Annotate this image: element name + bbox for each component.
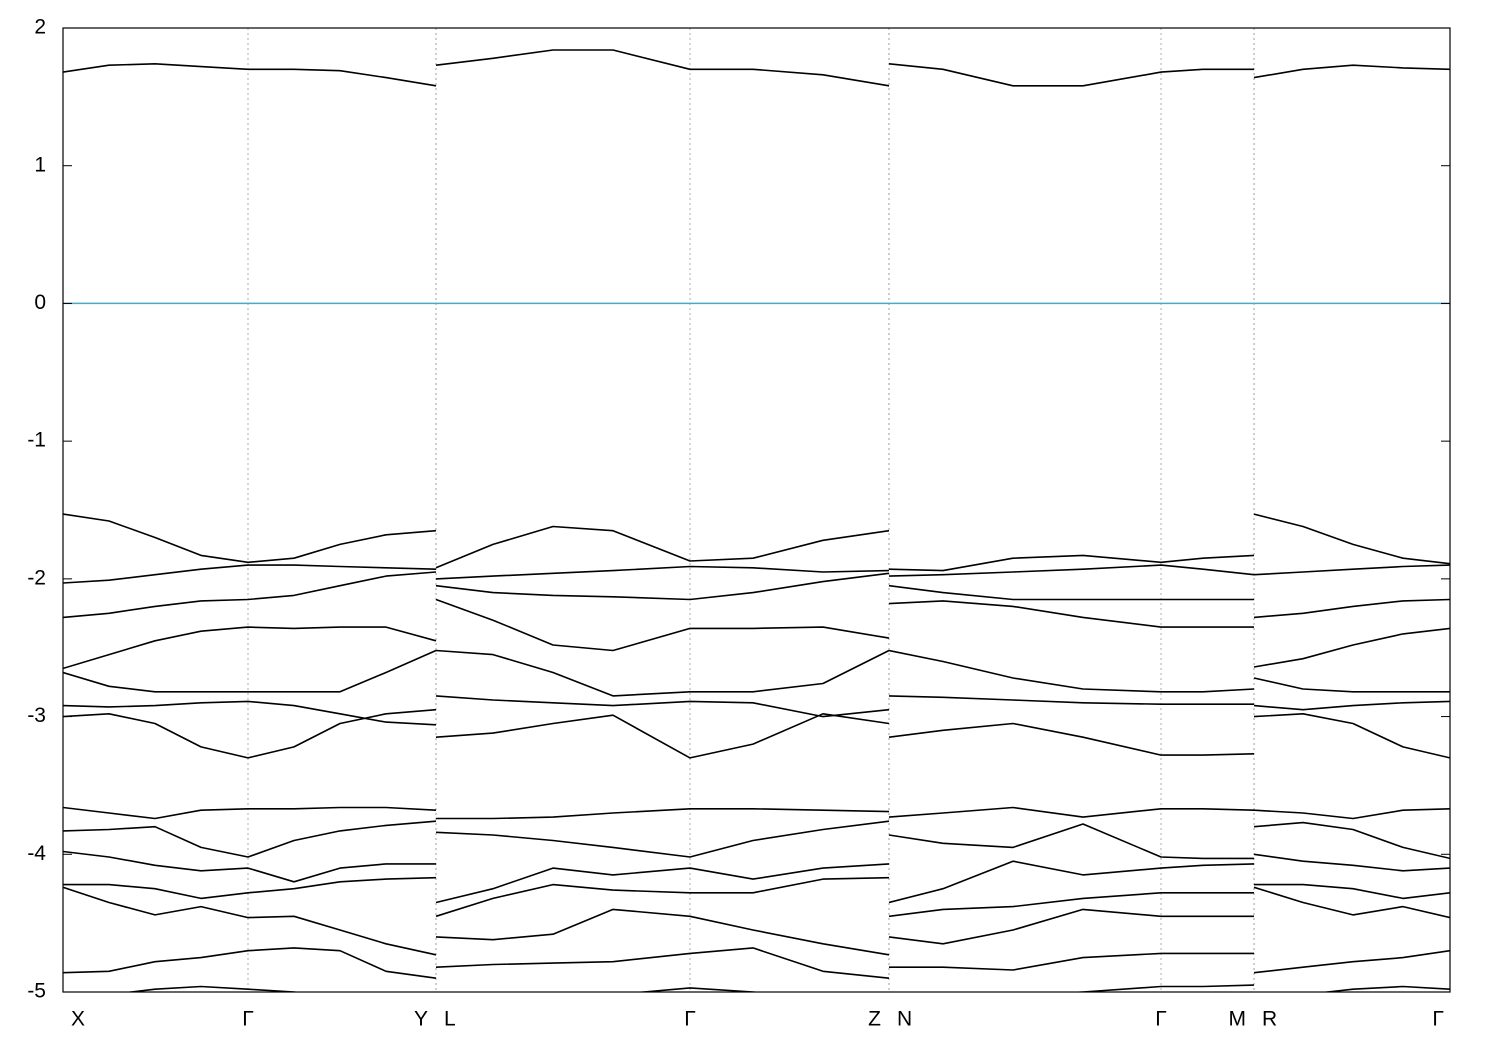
band-line: [63, 564, 1450, 584]
y-tick-label: -3: [27, 704, 46, 727]
x-tick-label: M: [1229, 1008, 1247, 1031]
x-tick-label: L: [444, 1008, 456, 1031]
band-line: [63, 820, 1450, 860]
band-line: [63, 886, 1450, 956]
x-tick-label: Γ: [684, 1008, 696, 1031]
x-tick-label: Γ: [1432, 1008, 1444, 1031]
band-line: [63, 876, 1450, 918]
y-tick-label: 2: [34, 16, 46, 39]
x-tick-label: X: [71, 1008, 85, 1031]
y-tick-label: -1: [27, 429, 46, 452]
band-line: [125, 984, 1450, 992]
band-line: [63, 49, 1450, 87]
y-tick-label: 0: [34, 291, 46, 314]
grid: [62, 28, 1451, 992]
y-tick-label: 1: [34, 153, 46, 176]
band-line: [63, 649, 1450, 697]
x-tick-label: N: [897, 1008, 912, 1031]
band-line: [63, 850, 1450, 904]
axes: -5 -4 -3 -2 -1 0 1 2 X Γ Y L Γ Z N Γ M R Γ: [27, 16, 1450, 1031]
x-tick-label: Γ: [1155, 1008, 1167, 1031]
band-line: [63, 947, 1450, 979]
band-line: [63, 598, 1450, 670]
y-tick-label: -5: [27, 980, 46, 1003]
x-tick-label: Y: [414, 1008, 428, 1031]
y-tick-label: -4: [27, 842, 46, 865]
band-line: [63, 806, 1450, 820]
band-line: [63, 695, 1450, 726]
y-tick-label: -2: [27, 566, 46, 589]
x-tick-label: Z: [868, 1008, 881, 1031]
band-line: [63, 513, 1450, 572]
bands: [63, 49, 1450, 992]
plot-frame: [62, 27, 1451, 993]
band-line: [63, 571, 1450, 619]
x-tick-label: Γ: [242, 1008, 254, 1031]
x-tick-label: R: [1262, 1008, 1277, 1031]
band-line: [63, 708, 1450, 759]
